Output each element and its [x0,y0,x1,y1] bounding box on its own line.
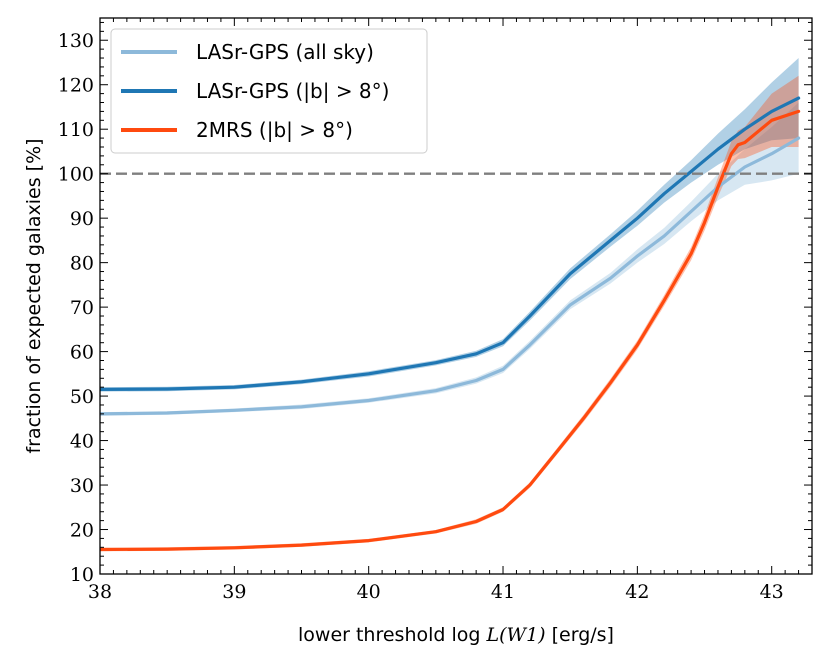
axis-ticks [99,18,813,575]
line-2mrs-b-8 [100,109,801,552]
legend-label-all-sky: LASr-GPS (all sky) [196,40,374,64]
x-tick-label: 39 [222,581,246,603]
confidence-bands [100,58,799,552]
y-tick-label: 90 [70,208,94,230]
series-lines [100,96,801,552]
y-tick-label: 30 [70,475,94,497]
legend-label-lasr-b8: LASr-GPS (|b| > 8°) [196,79,389,103]
x-axis-label-math: L(W1) [486,624,546,646]
x-tick-label: 42 [625,581,649,603]
y-tick-label: 60 [70,342,94,364]
y-tick-label: 100 [58,164,94,186]
y-tick-label: 130 [58,30,94,52]
y-tick-label: 120 [58,75,94,97]
y-tick-label: 80 [70,253,94,275]
x-tick-label: 43 [760,581,784,603]
legend-frame [110,28,428,154]
y-tick-label: 50 [70,386,94,408]
x-axis-label-prefix: lower threshold log [298,624,487,646]
y-tick-label: 40 [70,431,94,453]
x-tick-label: 40 [357,581,381,603]
y-tick-label: 70 [70,297,94,319]
x-tick-label: 41 [491,581,515,603]
x-tick-label: 38 [88,581,112,603]
x-axis-label: lower threshold log L(W1) [erg/s] [298,624,614,646]
y-tick-label: 10 [70,564,94,586]
y-tick-label: 110 [58,119,94,141]
legend-label-2mrs-b8: 2MRS (|b| > 8°) [196,118,353,142]
x-axis-label-suffix: [erg/s] [546,624,614,646]
line-lasr-gps-all-sky [100,136,801,416]
plot-frame [99,17,813,575]
legend: LASr-GPS (all sky) LASr-GPS (|b| > 8°) 2… [110,28,428,154]
y-tick-label: 20 [70,520,94,542]
line-lasr-gps-b-8 [100,96,801,391]
tick-labels: 38 39 40 41 42 43 10 20 30 40 50 60 70 80 90 100 110 120 1… [58,30,784,603]
y-axis-label: fraction of expected galaxies [%] [23,138,45,453]
band-2mrs-b-8 [100,75,799,552]
